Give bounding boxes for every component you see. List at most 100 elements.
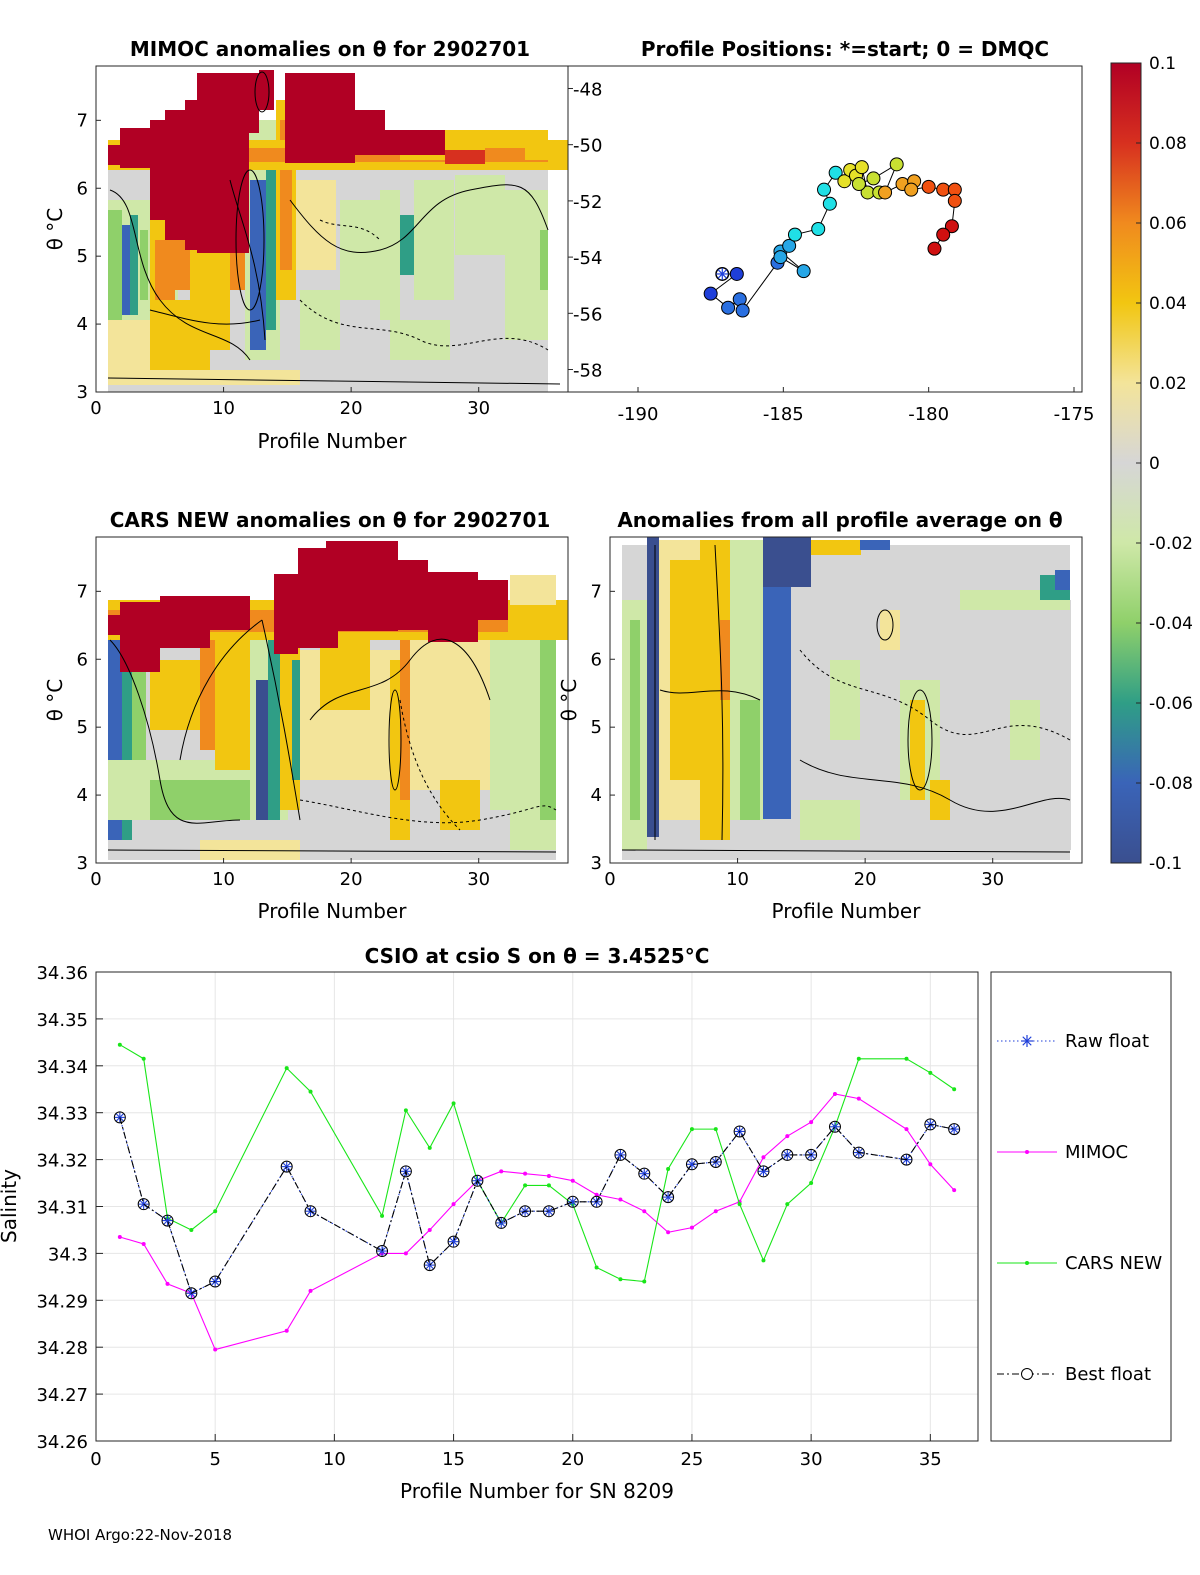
series-line <box>119 1117 955 1295</box>
mimoc-xlabel: Profile Number <box>258 429 408 453</box>
data-point <box>781 1148 794 1161</box>
colorbar-tick-label: -0.1 <box>1149 854 1182 874</box>
positions-axes: -190 -185 -180 -175 -48 -50 -52 -54 -56 -58 <box>568 79 1094 425</box>
colorbar-tick-label: 0.02 <box>1149 374 1187 394</box>
mimoc-panel: MIMOC anomalies on θ for 2902701 <box>43 37 569 453</box>
y-tick-label: 6 <box>77 178 88 199</box>
float-track-points <box>703 157 962 318</box>
lat-tick-label: -56 <box>573 304 602 325</box>
data-point <box>570 1178 575 1183</box>
colorbar-tick-label: 0.08 <box>1149 134 1187 154</box>
data-point <box>663 1192 674 1203</box>
x-tick-label: 20 <box>340 398 363 419</box>
x-tick-label: 30 <box>467 869 490 890</box>
lon-tick-label: -175 <box>1054 404 1095 425</box>
profile-position-point <box>735 303 750 318</box>
data-point <box>284 1328 289 1333</box>
colorbar-tick-label: -0.06 <box>1149 694 1193 714</box>
allavg-title: Anomalies from all profile average on θ <box>617 508 1062 532</box>
data-point <box>590 1195 603 1208</box>
y-tick-label: 34.31 <box>36 1198 88 1219</box>
data-point <box>471 1174 484 1187</box>
data-point <box>213 1347 218 1352</box>
data-point <box>594 1265 599 1270</box>
salinity-title: CSIO at csio S on θ = 3.4525°C <box>365 944 710 968</box>
y-tick-label: 3 <box>77 382 88 403</box>
profile-position-point <box>703 286 718 301</box>
lon-tick-label: -180 <box>908 404 949 425</box>
y-tick-label: 34.36 <box>36 963 88 984</box>
y-tick-label: 34.27 <box>36 1385 88 1406</box>
data-point <box>594 1192 599 1197</box>
allavg-panel: Anomalies from all profile average on θ <box>557 508 1083 923</box>
profile-position-point <box>721 300 736 315</box>
data-point <box>403 1108 408 1113</box>
x-tick-label: 10 <box>323 1449 346 1470</box>
data-point <box>380 1213 385 1218</box>
profile-position-point <box>837 174 852 189</box>
profile-position-point <box>936 227 951 242</box>
series-best-float <box>113 1111 961 1300</box>
y-tick-label: 34.35 <box>36 1010 88 1031</box>
cars-axes: 0 10 20 30 3 4 5 6 7 <box>77 581 491 890</box>
y-tick-label: 34.32 <box>36 1151 88 1172</box>
x-tick-label: 10 <box>212 869 235 890</box>
data-point <box>499 1169 504 1174</box>
allavg-heatmap <box>621 537 1071 860</box>
x-tick-label: 15 <box>442 1449 465 1470</box>
legend-item: MIMOC <box>997 1142 1128 1163</box>
data-point <box>614 1148 627 1161</box>
profile-position-point <box>782 238 797 253</box>
y-tick-label: 4 <box>77 785 88 806</box>
data-point <box>280 1160 293 1173</box>
data-point <box>713 1209 718 1214</box>
profile-position-point <box>854 160 869 175</box>
series-raw-float <box>114 1112 960 1299</box>
data-point <box>448 1236 459 1247</box>
x-tick-label: 0 <box>90 1449 101 1470</box>
data-point <box>639 1168 650 1179</box>
data-point <box>757 1165 770 1178</box>
data-point <box>161 1214 174 1227</box>
legend-items: Raw float MIMOC CARS NEW Best float <box>997 1031 1162 1385</box>
data-point <box>423 1259 436 1272</box>
legend-label: CARS NEW <box>1065 1253 1162 1274</box>
data-point <box>304 1205 317 1218</box>
footer-credit: WHOI Argo:22-Nov-2018 <box>48 1526 232 1544</box>
y-tick-label: 7 <box>77 110 88 131</box>
data-point <box>952 1188 957 1193</box>
lat-tick-label: -54 <box>573 248 602 269</box>
y-tick-label: 34.28 <box>36 1338 88 1359</box>
colorbar-tick-label: 0.06 <box>1149 214 1187 234</box>
profile-position-point <box>904 182 919 197</box>
legend-item: Raw float <box>997 1031 1149 1052</box>
profile-position-point <box>947 193 962 208</box>
data-point <box>403 1251 408 1256</box>
data-point <box>376 1245 389 1258</box>
profile-position-point <box>936 182 951 197</box>
lon-tick-label: -185 <box>763 404 804 425</box>
y-tick-label: 4 <box>77 314 88 335</box>
legend-label: Best float <box>1065 1364 1151 1385</box>
data-point <box>618 1197 623 1202</box>
data-point <box>689 1127 694 1132</box>
y-tick-label: 7 <box>77 581 88 602</box>
data-point <box>761 1155 766 1160</box>
data-point <box>495 1216 508 1229</box>
positions-panel: Profile Positions: *=start; 0 = DMQC -19… <box>567 37 1094 425</box>
profile-position-point <box>817 182 832 197</box>
profile-position-point <box>796 264 811 279</box>
data-point <box>496 1217 507 1228</box>
cars-ylabel: θ °C <box>43 679 67 722</box>
data-point <box>709 1155 722 1168</box>
data-point <box>642 1279 647 1284</box>
y-tick-label: 4 <box>591 785 602 806</box>
x-tick-label: 0 <box>90 869 101 890</box>
colorbar-ticks: 0.1 0.08 0.06 0.04 0.02 0 -0.02 -0.04 -0.06 -0.08… <box>1136 54 1193 874</box>
allavg-xlabel: Profile Number <box>772 899 922 923</box>
lon-tick-label: -190 <box>618 404 659 425</box>
lat-tick-label: -52 <box>573 192 602 213</box>
data-point <box>189 1227 194 1232</box>
mimoc-axes: 0 10 20 30 3 4 5 6 7 <box>77 110 491 419</box>
